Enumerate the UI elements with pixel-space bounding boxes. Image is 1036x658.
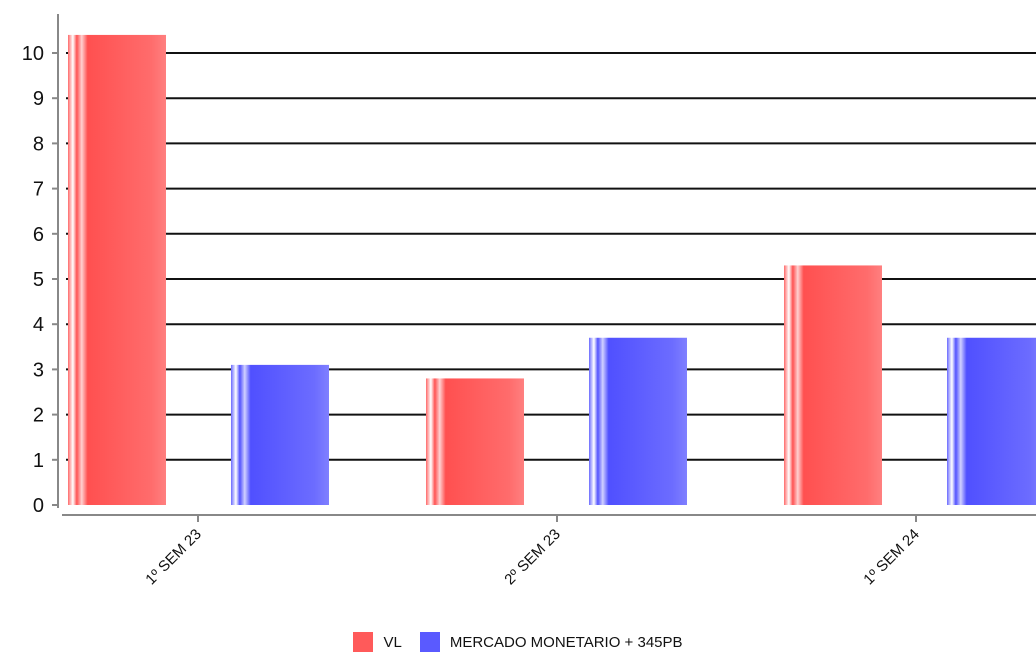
bar-mercado <box>947 338 1036 505</box>
legend-label-mercado: MERCADO MONETARIO + 345PB <box>450 634 683 651</box>
bar-vl <box>784 265 882 505</box>
y-tick-label: 4 <box>33 314 44 336</box>
x-ticks: 1º SEM 23 2º SEM 23 1º SEM 24 <box>142 515 922 588</box>
legend-swatch-mercado <box>420 632 440 652</box>
bars <box>68 35 1036 505</box>
legend-item-mercado: MERCADO MONETARIO + 345PB <box>420 632 683 652</box>
gridlines <box>66 53 1036 460</box>
legend-label-vl: VL <box>383 634 401 651</box>
legend-swatch-vl <box>353 632 373 652</box>
x-tick-label: 1º SEM 24 <box>860 526 922 588</box>
y-tick-label: 0 <box>33 495 44 517</box>
y-tick-label: 10 <box>22 43 44 65</box>
y-tick-label: 8 <box>33 133 44 155</box>
y-tick-label: 2 <box>33 405 44 427</box>
bar-vl <box>68 35 166 505</box>
y-tick-label: 6 <box>33 224 44 246</box>
x-tick-label: 2º SEM 23 <box>501 526 563 588</box>
bar-mercado <box>231 365 329 505</box>
legend-item-vl: VL <box>353 632 401 652</box>
y-tick-label: 9 <box>33 88 44 110</box>
x-tick-label: 1º SEM 23 <box>142 526 204 588</box>
bar-chart: 0 1 2 3 4 5 6 7 8 9 10 1º SEM 23 2º SEM 23 1º SEM 24 <box>0 0 1036 632</box>
bar-mercado <box>589 338 687 505</box>
y-tick-label: 5 <box>33 269 44 291</box>
y-tick-label: 1 <box>33 450 44 472</box>
y-tick-label: 7 <box>33 179 44 201</box>
bar-vl <box>426 378 524 505</box>
legend: VL MERCADO MONETARIO + 345PB <box>0 632 1036 652</box>
y-ticks: 0 1 2 3 4 5 6 7 8 9 10 <box>22 43 58 517</box>
y-tick-label: 3 <box>33 359 44 381</box>
